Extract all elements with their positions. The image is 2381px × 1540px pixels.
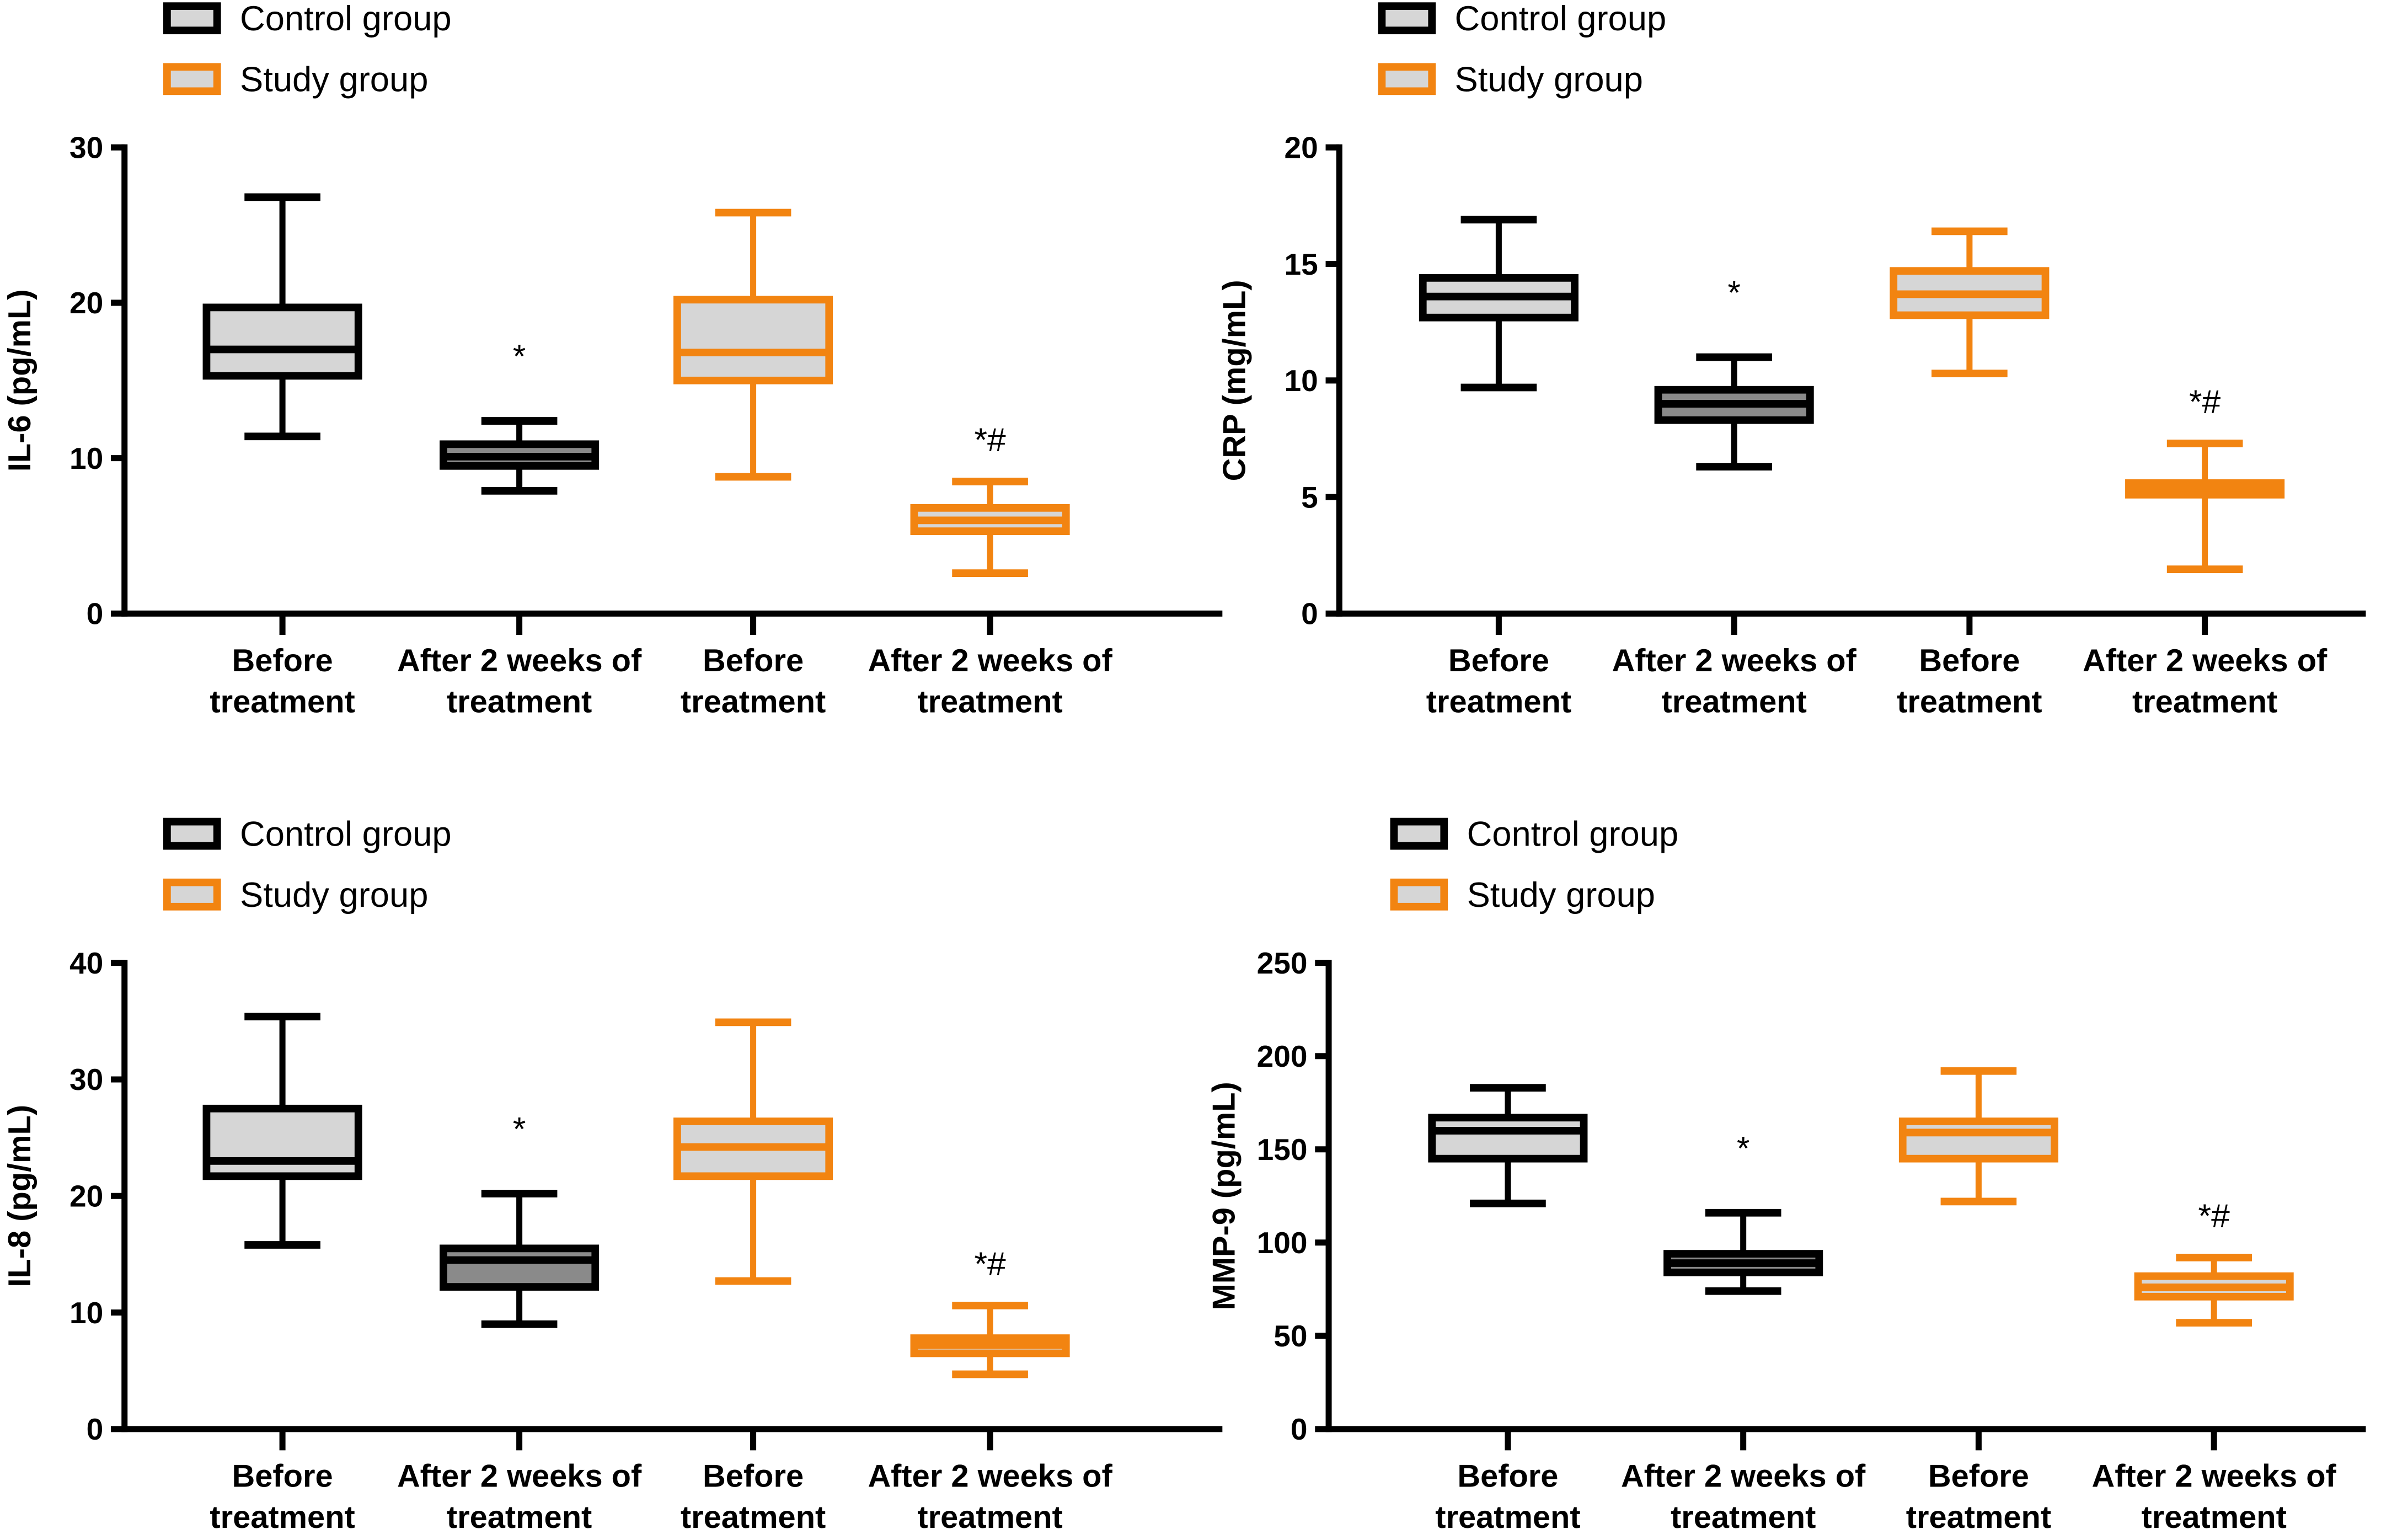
box-control-after: *	[440, 1110, 600, 1328]
box-study-after: *#	[910, 421, 1070, 578]
significance-marker: *	[513, 338, 526, 375]
chart-panel-4: Control group Study group 0 50 100 150 200 250 M…	[1206, 815, 2366, 1535]
y-tick-label: 0	[1291, 1412, 1308, 1446]
y-tick-label: 10	[1285, 363, 1318, 398]
iqr-box	[202, 303, 362, 380]
box-control-before	[202, 1012, 362, 1249]
legend-label: Control group	[1467, 815, 1679, 854]
iqr-box	[440, 1244, 600, 1291]
legend-label: Study group	[1467, 876, 1655, 915]
box-control-before	[1419, 216, 1579, 392]
y-tick-label: 15	[1285, 247, 1318, 281]
x-tick-label: Before treatment	[1426, 643, 1571, 719]
y-tick-label: 10	[69, 441, 103, 475]
chart-panel-2: Control group Study group 0 5 10 15 20 CRP (mg/…	[1217, 0, 2366, 719]
iqr-box	[673, 296, 833, 384]
legend-swatch	[163, 2, 221, 35]
y-tick-label: 150	[1257, 1132, 1308, 1167]
significance-marker: *	[1737, 1129, 1750, 1167]
box-control-after: *	[440, 338, 600, 495]
y-tick-label: 0	[87, 597, 104, 631]
y-axis-title: MMP-9 (pg/mL)	[1206, 1082, 1242, 1310]
legend-label: Control group	[240, 815, 452, 854]
box-study-before	[673, 1018, 833, 1285]
y-tick-label: 20	[69, 1179, 103, 1213]
significance-marker: *	[1727, 274, 1741, 311]
chart-panel-3: Control group Study group 0 10 20 30 40 IL-8 (p…	[2, 815, 1223, 1535]
significance-marker: *#	[2198, 1197, 2230, 1234]
significance-marker: *#	[974, 421, 1006, 458]
legend-swatch	[163, 63, 221, 95]
legend-label: Study group	[240, 876, 428, 915]
x-tick-label: Before treatment	[681, 643, 826, 719]
box-control-before	[202, 193, 362, 441]
x-tick-label: After 2 weeks of treatment	[397, 1459, 642, 1535]
x-tick-label: After 2 weeks of treatment	[868, 643, 1112, 719]
box-study-after: *#	[2125, 383, 2285, 574]
y-axis-title: CRP (mg/mL)	[1217, 280, 1253, 481]
box-control-before	[1428, 1084, 1588, 1207]
legend-label: Control group	[240, 0, 452, 38]
legend-label: Study group	[240, 60, 428, 99]
iqr-box	[1428, 1114, 1588, 1163]
y-tick-label: 0	[87, 1412, 104, 1446]
legend-label: Study group	[1455, 60, 1643, 99]
x-tick-label: After 2 weeks of treatment	[397, 643, 642, 719]
x-tick-label: After 2 weeks of treatment	[2092, 1459, 2337, 1535]
x-tick-label: Before treatment	[1435, 1459, 1580, 1535]
box-control-after: *	[1663, 1129, 1823, 1295]
x-tick-label: After 2 weeks of treatment	[2083, 643, 2328, 719]
legend-swatch	[1378, 63, 1436, 95]
box-study-before	[673, 208, 833, 481]
y-tick-label: 30	[69, 130, 103, 164]
iqr-box	[202, 1104, 362, 1180]
legend-label: Control group	[1455, 0, 1667, 38]
x-tick-label: Before treatment	[210, 643, 355, 719]
y-tick-label: 200	[1257, 1039, 1308, 1073]
x-tick-label: After 2 weeks of treatment	[1612, 643, 1857, 719]
iqr-box	[1898, 1117, 2058, 1163]
y-tick-label: 5	[1301, 480, 1318, 514]
legend-swatch	[163, 817, 221, 850]
y-axis-title: IL-6 (pg/mL)	[2, 289, 38, 472]
y-tick-label: 30	[69, 1062, 103, 1097]
significance-marker: *#	[974, 1245, 1006, 1282]
y-axis-title: IL-8 (pg/mL)	[2, 1105, 38, 1287]
x-tick-label: Before treatment	[210, 1459, 355, 1535]
y-tick-label: 20	[69, 286, 103, 320]
legend-swatch	[1390, 817, 1448, 850]
x-tick-label: After 2 weeks of treatment	[868, 1459, 1112, 1535]
box-study-before	[1890, 227, 2050, 378]
box-control-after: *	[1654, 274, 1814, 471]
chart-panel-1: Control group Study group 0 10 20 30 IL-6 (pg/…	[2, 0, 1223, 719]
x-tick-label: Before treatment	[681, 1459, 826, 1535]
box-study-after: *#	[2134, 1197, 2294, 1327]
y-tick-label: 40	[69, 946, 103, 980]
legend-swatch	[1378, 2, 1436, 35]
y-tick-label: 0	[1301, 597, 1318, 631]
y-tick-label: 50	[1274, 1319, 1307, 1353]
y-tick-label: 100	[1257, 1226, 1308, 1260]
legend-swatch	[1390, 878, 1448, 911]
x-tick-label: Before treatment	[1897, 643, 2042, 719]
y-tick-label: 250	[1257, 946, 1308, 980]
x-tick-label: After 2 weeks of treatment	[1621, 1459, 1866, 1535]
y-tick-label: 20	[1285, 130, 1318, 164]
x-tick-label: Before treatment	[1906, 1459, 2051, 1535]
significance-marker: *#	[2189, 383, 2221, 420]
legend-swatch	[163, 878, 221, 911]
box-study-after: *#	[910, 1245, 1070, 1378]
significance-marker: *	[513, 1110, 526, 1148]
box-study-before	[1898, 1067, 2058, 1206]
y-tick-label: 10	[69, 1296, 103, 1330]
